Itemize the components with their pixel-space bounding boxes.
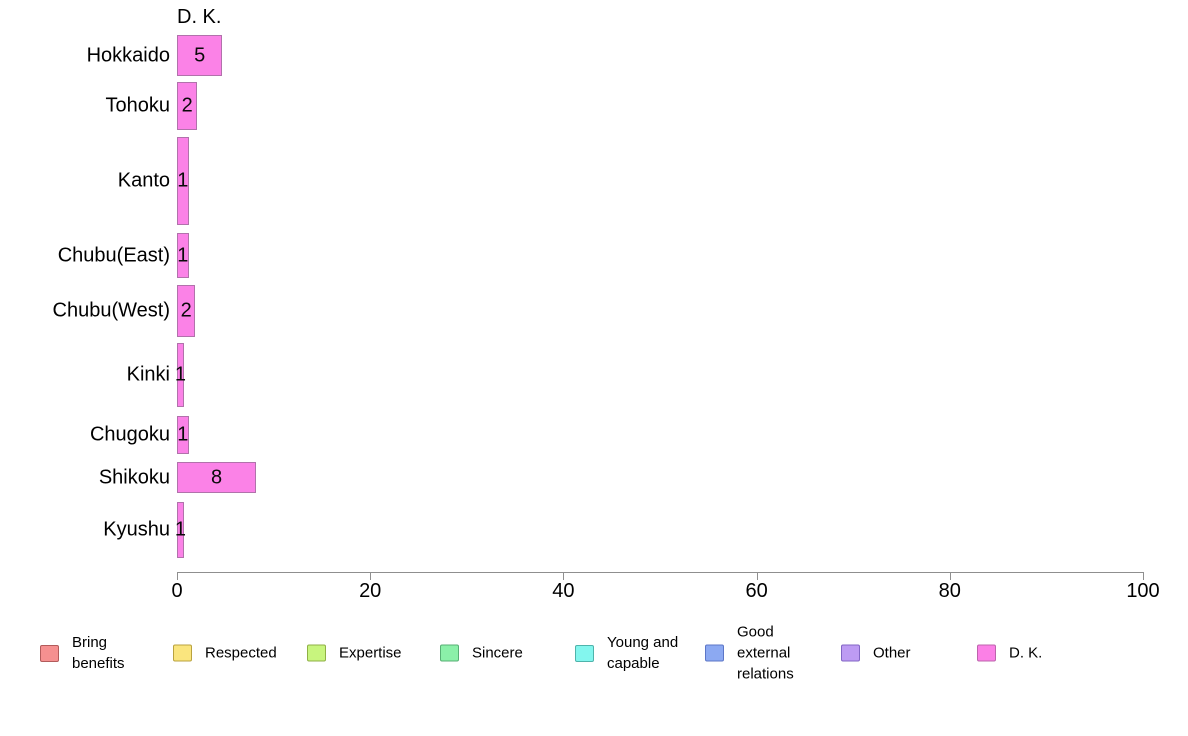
legend-label: Respected bbox=[205, 644, 277, 662]
bar-value-label: 1 bbox=[177, 169, 189, 192]
bar bbox=[177, 137, 189, 225]
x-axis-tick bbox=[177, 572, 178, 580]
x-axis-tick-label: 0 bbox=[171, 580, 183, 602]
category-label: Kanto bbox=[117, 169, 170, 192]
bar bbox=[177, 285, 196, 337]
category-label: Tohoku bbox=[105, 94, 171, 117]
chart-title: D. K. bbox=[177, 6, 222, 28]
bar-value-label: 1 bbox=[177, 423, 189, 446]
x-axis-tick bbox=[949, 572, 951, 580]
category-label: Kyushu bbox=[103, 518, 170, 541]
legend-label: Sincere bbox=[472, 644, 523, 662]
legend-swatch bbox=[575, 644, 594, 662]
legend-item: Bring benefits bbox=[40, 632, 125, 674]
legend-item: Sincere bbox=[440, 643, 523, 664]
legend-item: Good external relations bbox=[705, 622, 794, 685]
bar bbox=[177, 416, 189, 454]
bar-value-label: 1 bbox=[174, 518, 186, 541]
legend-label: Good external relations bbox=[737, 623, 794, 683]
category-label: Chubu(East) bbox=[57, 244, 170, 266]
x-axis-tick bbox=[756, 572, 758, 580]
bar bbox=[177, 502, 184, 558]
category-label: Kinki bbox=[126, 363, 170, 386]
legend-swatch bbox=[977, 644, 996, 662]
bar-value-label: 2 bbox=[180, 299, 192, 322]
bar-value-label: 1 bbox=[174, 363, 186, 386]
x-axis-tick bbox=[563, 572, 565, 580]
legend-item: Expertise bbox=[307, 643, 402, 664]
x-axis-tick-label: 100 bbox=[1126, 580, 1160, 602]
legend-item: Respected bbox=[173, 643, 277, 664]
legend-label: Other bbox=[873, 644, 911, 662]
category-label: Shikoku bbox=[98, 466, 170, 488]
x-axis-tick-label: 80 bbox=[938, 580, 961, 602]
x-axis-tick-label: 40 bbox=[552, 580, 575, 602]
legend-item: D. K. bbox=[977, 643, 1042, 664]
legend-label: D. K. bbox=[1009, 644, 1043, 662]
x-axis-tick-label: 60 bbox=[745, 580, 768, 602]
legend-label: Young and capable bbox=[607, 634, 679, 672]
legend-swatch bbox=[841, 644, 860, 662]
x-axis-line bbox=[177, 572, 1143, 573]
bar bbox=[177, 343, 184, 407]
legend-label: Bring benefits bbox=[72, 634, 125, 672]
x-axis-tick-label: 20 bbox=[359, 580, 382, 602]
legend-item: Young and capable bbox=[575, 632, 678, 674]
x-axis-tick bbox=[370, 572, 372, 580]
bar-value-label: 2 bbox=[181, 94, 193, 117]
legend-label: Expertise bbox=[339, 644, 402, 662]
legend-item: Other bbox=[841, 643, 911, 664]
legend-swatch bbox=[307, 644, 326, 662]
legend-swatch bbox=[173, 644, 192, 662]
bar-value-label: 5 bbox=[194, 44, 206, 66]
bar-value-label: 1 bbox=[177, 244, 189, 266]
legend-swatch bbox=[705, 644, 724, 662]
legend-swatch bbox=[40, 644, 59, 662]
bar bbox=[177, 233, 189, 278]
bar-value-label: 8 bbox=[211, 466, 223, 488]
bar bbox=[177, 82, 198, 130]
bar bbox=[177, 35, 223, 76]
category-label: Chubu(West) bbox=[52, 299, 170, 322]
category-label: Hokkaido bbox=[86, 44, 170, 66]
category-label: Chugoku bbox=[89, 423, 170, 446]
bar bbox=[177, 462, 257, 493]
legend-swatch bbox=[440, 644, 459, 662]
x-axis-tick bbox=[1143, 572, 1144, 580]
